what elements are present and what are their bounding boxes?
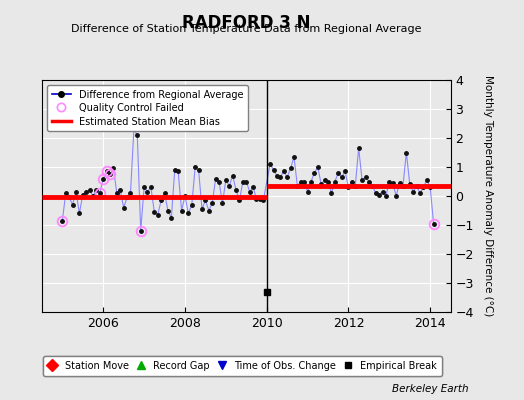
Text: Difference of Station Temperature Data from Regional Average: Difference of Station Temperature Data f… — [71, 24, 421, 34]
Text: RADFORD 3 N: RADFORD 3 N — [182, 14, 311, 32]
Y-axis label: Monthly Temperature Anomaly Difference (°C): Monthly Temperature Anomaly Difference (… — [483, 75, 493, 317]
Text: Berkeley Earth: Berkeley Earth — [392, 384, 469, 394]
Legend: Station Move, Record Gap, Time of Obs. Change, Empirical Break: Station Move, Record Gap, Time of Obs. C… — [42, 356, 442, 376]
